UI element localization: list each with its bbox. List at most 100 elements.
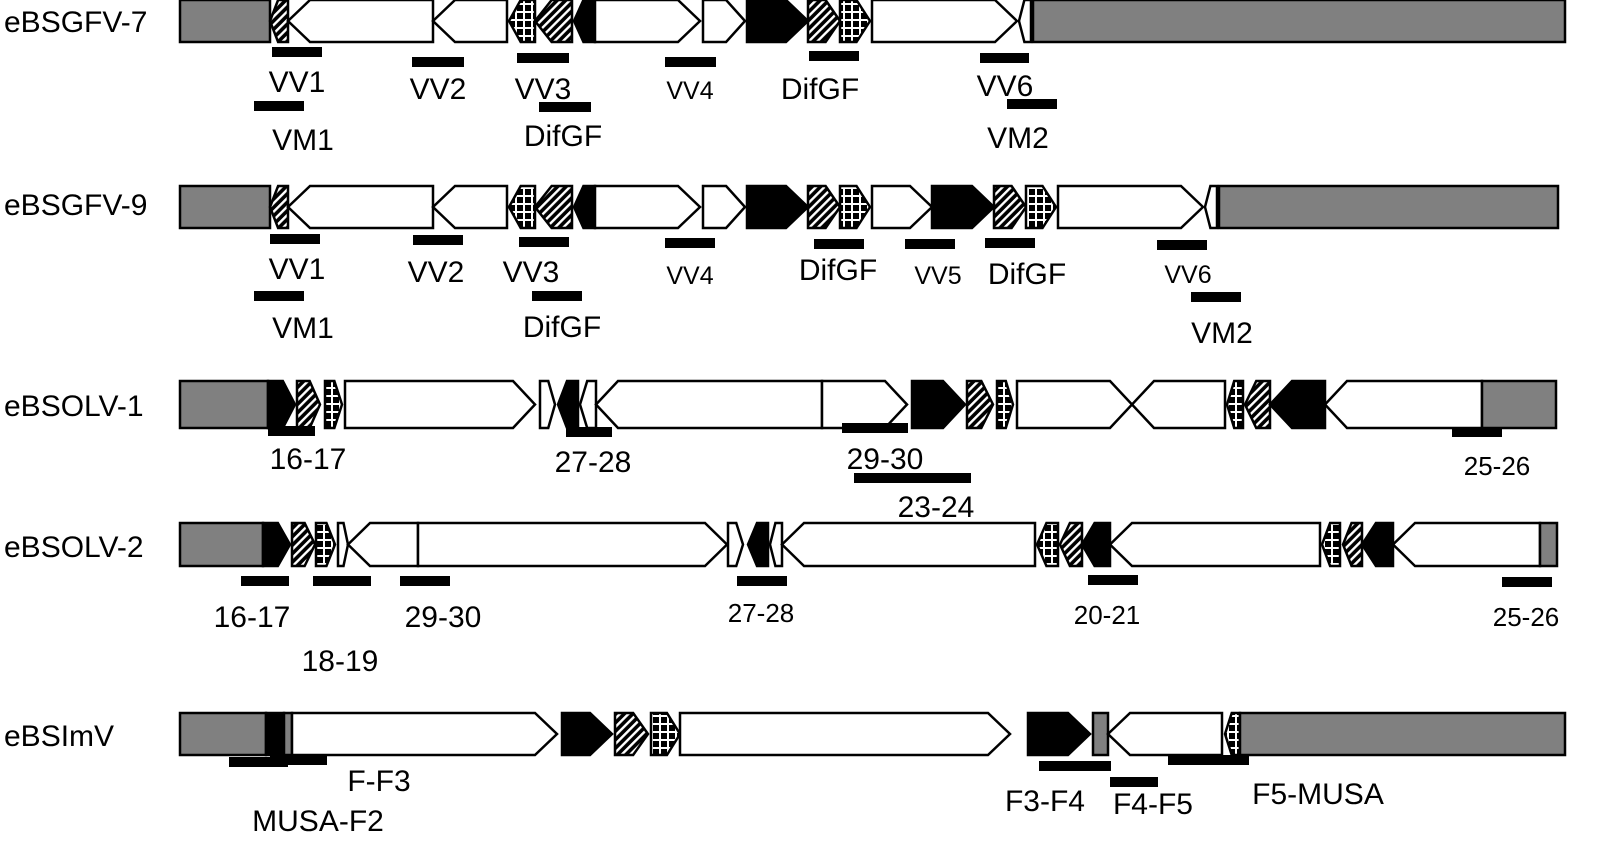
probe-bar <box>241 576 289 586</box>
probe-bar <box>1007 99 1057 109</box>
flank-region <box>178 379 270 430</box>
open-reading-frame <box>336 521 350 568</box>
probe-label: VV1 <box>269 253 326 286</box>
open-reading-frame <box>768 521 784 568</box>
probe-label: 23-24 <box>898 491 975 524</box>
solid-feature <box>1268 379 1327 430</box>
open-reading-frame <box>820 379 909 430</box>
genome-row: eBSImV MUSA-F2 F-F3 F3-F4 F4-F5 F5-MUSA <box>4 711 1567 838</box>
probe-label: 25-26 <box>1493 602 1560 632</box>
probe-label: 25-26 <box>1464 451 1531 481</box>
open-reading-frame <box>578 379 598 430</box>
grid-feature <box>1225 379 1245 430</box>
open-reading-frame <box>726 521 745 568</box>
probe-label: VV4 <box>666 262 713 290</box>
probe-label: VV2 <box>408 256 465 289</box>
probe-label: DifGF <box>523 311 601 344</box>
grid-feature <box>507 0 537 44</box>
probe-label: F3-F4 <box>1005 785 1085 818</box>
probe-label: DifGF <box>799 254 877 287</box>
probe-label: VV2 <box>410 73 467 106</box>
open-reading-frame <box>1203 184 1219 230</box>
probe-bar <box>1502 577 1552 587</box>
solid-feature <box>572 184 597 230</box>
flank-region <box>1031 0 1567 44</box>
open-reading-frame <box>286 0 435 44</box>
flank-region <box>178 521 265 568</box>
probe-bar <box>1168 755 1249 765</box>
hatched-feature <box>1243 379 1272 430</box>
probe-bar <box>737 576 787 586</box>
solid-feature <box>745 0 810 44</box>
probe-bar <box>517 53 569 63</box>
solid-feature <box>1026 711 1092 757</box>
probe-label: 16-17 <box>214 601 291 634</box>
solid-feature <box>266 379 297 430</box>
probe-bar <box>254 101 304 111</box>
solid-feature <box>572 0 597 44</box>
probe-bar <box>539 102 591 112</box>
probe-label: VM1 <box>272 312 334 345</box>
flank-region <box>178 184 272 230</box>
probe-bar <box>1039 761 1111 771</box>
probe-label: 27-28 <box>555 446 632 479</box>
open-reading-frame <box>1108 521 1322 568</box>
probe-bar <box>985 238 1035 248</box>
probe-bar <box>1191 292 1241 302</box>
open-reading-frame <box>286 184 435 230</box>
open-reading-frame <box>431 184 509 230</box>
flank-region <box>178 0 272 44</box>
genome-row: eBSGFV-9 VV1 VV2 VV3 VV4 DifGF VV5 DifGF VV6 VM1 D… <box>4 184 1560 350</box>
grid-feature <box>649 711 682 757</box>
flank-region <box>1091 711 1110 757</box>
solid-feature <box>556 379 580 430</box>
flank-region <box>1217 184 1560 230</box>
hatched-feature <box>295 379 322 430</box>
probe-bar <box>980 53 1029 63</box>
hatched-feature <box>965 379 995 430</box>
probe-label: DifGF <box>988 258 1066 291</box>
grid-feature <box>1223 711 1242 757</box>
probe-label: 18-19 <box>302 645 379 678</box>
probe-label: VV6 <box>977 70 1034 103</box>
probe-bar <box>532 291 582 301</box>
probe-bar <box>400 576 450 586</box>
hatched-feature <box>268 0 290 44</box>
probe-bar <box>665 57 716 67</box>
row-label: eBSGFV-7 <box>4 6 147 39</box>
flank-region <box>1480 379 1558 430</box>
grid-feature <box>1035 521 1060 568</box>
hatched-feature <box>806 184 842 230</box>
open-reading-frame <box>593 0 702 44</box>
hatched-feature <box>992 184 1028 230</box>
probe-label: VV4 <box>666 77 713 105</box>
grid-feature <box>838 184 872 230</box>
grid-feature <box>507 184 537 230</box>
probe-bar <box>809 51 859 61</box>
probe-bar <box>270 755 327 765</box>
flank-region <box>178 711 268 757</box>
open-reading-frame <box>416 521 729 568</box>
probe-bar <box>854 473 971 483</box>
probe-label: VM2 <box>987 122 1049 155</box>
probe-bar <box>272 47 322 57</box>
hatched-feature <box>533 184 574 230</box>
open-reading-frame <box>1056 184 1205 230</box>
genome-row: eBSOLV-1 16-17 27-28 29-30 23-24 25-26 <box>4 379 1558 524</box>
probe-bar <box>1110 777 1158 787</box>
probe-label: 27-28 <box>728 598 795 628</box>
probe-label: MUSA-F2 <box>252 805 384 838</box>
probe-label: VV1 <box>269 66 326 99</box>
solid-feature <box>910 379 967 430</box>
hatched-feature <box>613 711 650 757</box>
open-reading-frame <box>594 379 824 430</box>
genome-row: eBSGFV-7 VV1 VV2 VV3 VV4 DifGF VV6 VM1 DifGF VM2 <box>4 0 1567 157</box>
probe-bar <box>665 238 715 248</box>
open-reading-frame <box>678 711 1012 757</box>
probe-label: F-F3 <box>347 765 410 798</box>
probe-label: DifGF <box>781 73 859 106</box>
open-reading-frame <box>701 0 747 44</box>
probe-label: VM2 <box>1191 317 1253 350</box>
probe-bar <box>566 427 612 437</box>
